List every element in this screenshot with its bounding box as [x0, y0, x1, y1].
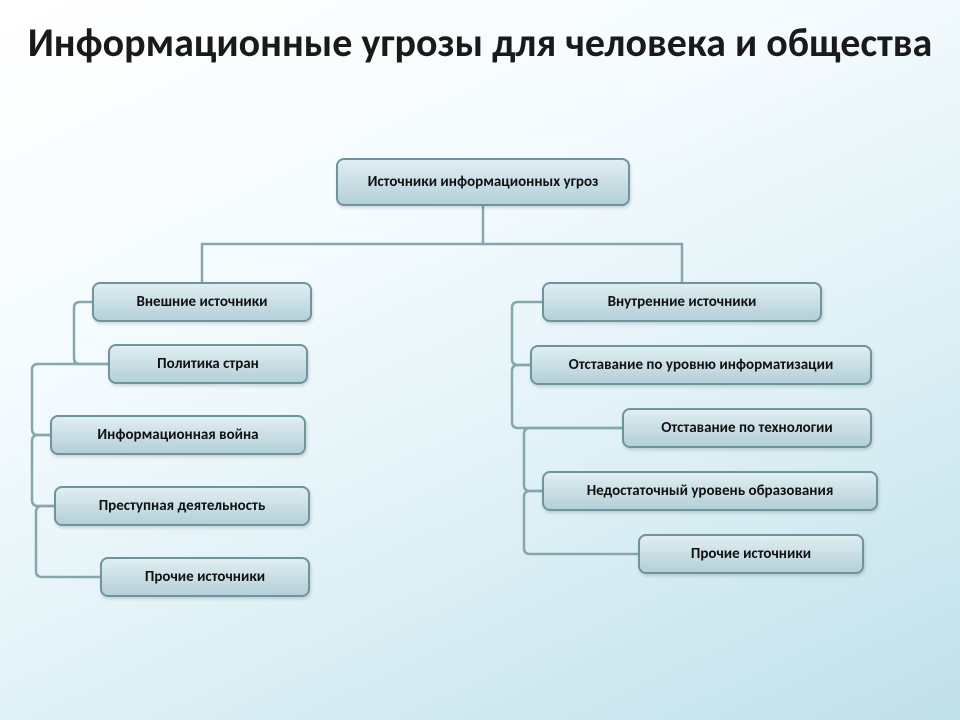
node-int2-label: Отставание по технологии: [661, 419, 832, 437]
node-int4-label: Прочие источники: [691, 545, 811, 563]
node-ext-label: Внешние источники: [136, 293, 267, 311]
node-root: Источники информационных угроз: [336, 158, 630, 206]
node-ext1: Политика стран: [108, 344, 308, 384]
node-int3: Недостаточный уровень образования: [542, 471, 878, 511]
node-root-label: Источники информационных угроз: [368, 173, 599, 191]
node-ext2: Информационная война: [50, 415, 306, 455]
node-int4: Прочие источники: [638, 534, 864, 574]
node-int-label: Внутренние источники: [608, 293, 757, 311]
node-ext: Внешние источники: [92, 282, 312, 322]
node-int3-label: Недостаточный уровень образования: [587, 482, 834, 500]
node-int2: Отставание по технологии: [622, 408, 872, 448]
node-int1: Отставание по уровню информатизации: [530, 345, 872, 385]
node-ext3: Преступная деятельность: [54, 486, 310, 526]
slide-stage: Информационные угрозы для человека и общ…: [0, 0, 960, 720]
node-ext4: Прочие источники: [100, 557, 310, 597]
node-int: Внутренние источники: [542, 282, 822, 322]
node-int1-label: Отставание по уровню информатизации: [569, 356, 834, 374]
node-ext1-label: Политика стран: [157, 355, 259, 373]
node-ext2-label: Информационная война: [97, 426, 258, 444]
node-ext4-label: Прочие источники: [145, 568, 265, 586]
node-ext3-label: Преступная деятельность: [99, 497, 266, 515]
slide-title: Информационные угрозы для человека и общ…: [0, 20, 960, 66]
